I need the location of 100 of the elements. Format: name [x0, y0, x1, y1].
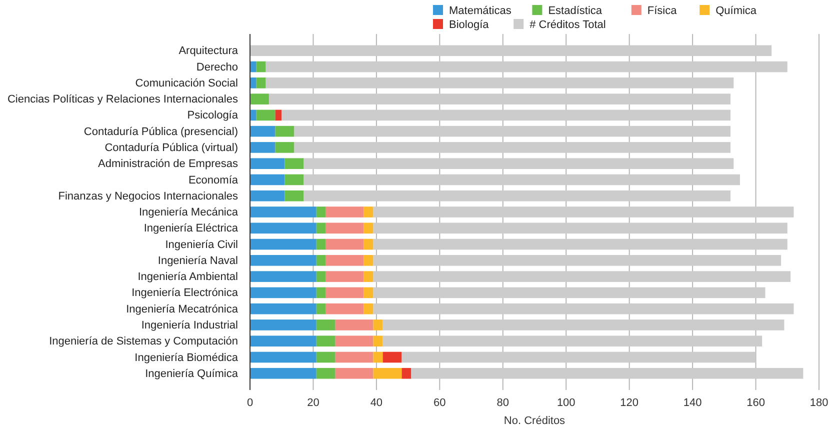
bar: [316, 222, 326, 234]
bar: [402, 352, 756, 363]
bar: [373, 303, 794, 314]
bar: [250, 368, 316, 379]
bar: [250, 222, 316, 234]
bar: [282, 110, 730, 121]
bar: [268, 94, 730, 104]
bar: [364, 206, 374, 218]
bar: [364, 287, 374, 298]
y-tick-label: Arquitectura: [178, 45, 239, 58]
bar: [256, 78, 266, 88]
bar: [402, 368, 412, 379]
bar: [250, 45, 772, 56]
bar: [326, 255, 364, 266]
x-tick-label: 80: [496, 396, 510, 409]
bar: [250, 110, 256, 121]
bar: [373, 222, 788, 234]
bar: [250, 238, 316, 250]
y-tick-label: Ingeniería Mecatrónica: [126, 303, 239, 316]
bar: [256, 61, 266, 72]
y-tick-label: Ingeniería Ambiental: [138, 271, 238, 284]
legend-label: Biología: [449, 19, 490, 31]
bar: [316, 271, 326, 282]
bar: [316, 336, 336, 346]
bar: [250, 255, 316, 266]
bar: [335, 368, 374, 379]
bar: [250, 190, 285, 202]
bar: [316, 303, 326, 314]
bar: [373, 255, 782, 266]
bar: [326, 303, 364, 314]
y-tick-label: Economía: [188, 174, 239, 186]
bar: [250, 174, 285, 186]
y-tick-label: Ingeniería Eléctrica: [144, 222, 239, 235]
legend-label: Matemáticas: [449, 5, 512, 17]
bar: [373, 238, 788, 250]
bar: [326, 206, 364, 218]
bar: [373, 271, 791, 282]
bar: [250, 352, 316, 363]
bar: [250, 320, 316, 330]
bar: [284, 174, 304, 186]
y-tick-label: Ingeniería Electrónica: [132, 287, 239, 300]
bar: [382, 336, 762, 346]
bar: [250, 336, 316, 346]
bar: [326, 271, 364, 282]
legend-label: Química: [716, 5, 758, 17]
bar: [326, 238, 364, 250]
y-tick-label: Ingeniería Biomédica: [134, 352, 239, 364]
bar: [304, 190, 730, 202]
x-tick-label: 20: [307, 396, 320, 409]
y-tick-label: Contaduría Pública (virtual): [104, 142, 238, 154]
y-tick-label: Derecho: [196, 61, 238, 74]
bar: [364, 271, 374, 282]
bar: [250, 287, 316, 298]
bar: [250, 271, 316, 282]
y-tick-label: Ingeniería Civil: [165, 238, 238, 251]
bar: [335, 352, 374, 363]
bar: [373, 287, 766, 298]
bar: [316, 206, 326, 218]
bar: [294, 142, 730, 153]
bar: [373, 320, 383, 330]
bar: [275, 126, 294, 137]
bar: [411, 368, 804, 379]
bar: [316, 255, 326, 266]
bar: [373, 336, 383, 346]
bar: [382, 352, 402, 363]
x-axis-title: No. Créditos: [504, 415, 566, 427]
x-tick-label: 40: [370, 396, 383, 409]
bar: [364, 238, 374, 250]
bar: [284, 190, 304, 202]
bar: [275, 142, 294, 153]
y-tick-label: Psicología: [187, 110, 239, 122]
y-tick-label: Ingeniería Química: [145, 368, 239, 380]
y-tick-label: Finanzas y Negocios Internacionales: [58, 190, 238, 202]
bar: [373, 206, 794, 218]
bar: [275, 110, 282, 121]
bar: [256, 110, 276, 121]
bar: [373, 368, 402, 379]
bar: [250, 78, 256, 88]
bar: [316, 287, 326, 298]
bar: [250, 61, 256, 72]
bar: [373, 352, 383, 363]
x-tick-label: 120: [620, 396, 639, 409]
y-tick-label: Ciencias Políticas y Relaciones Internacionales: [7, 94, 238, 106]
bar: [250, 126, 276, 137]
bar: [316, 368, 336, 379]
bar: [364, 255, 374, 266]
y-tick-label: Ingeniería Naval: [158, 254, 238, 267]
y-tick-label: Ingeniería de Sistemas y Computación: [49, 336, 238, 348]
bar: [304, 174, 740, 186]
y-tick-label: Ingeniería Industrial: [141, 319, 238, 332]
x-tick-label: 180: [810, 396, 828, 409]
bar: [316, 238, 326, 250]
bar: [250, 206, 316, 218]
bar: [335, 320, 374, 330]
x-tick-label: 160: [746, 396, 765, 409]
bar: [326, 287, 364, 298]
y-tick-label: Contaduría Pública (presencial): [84, 126, 238, 138]
bar: [304, 158, 734, 169]
y-tick-label: Comunicación Social: [135, 77, 238, 90]
x-tick-label: 60: [434, 396, 446, 409]
